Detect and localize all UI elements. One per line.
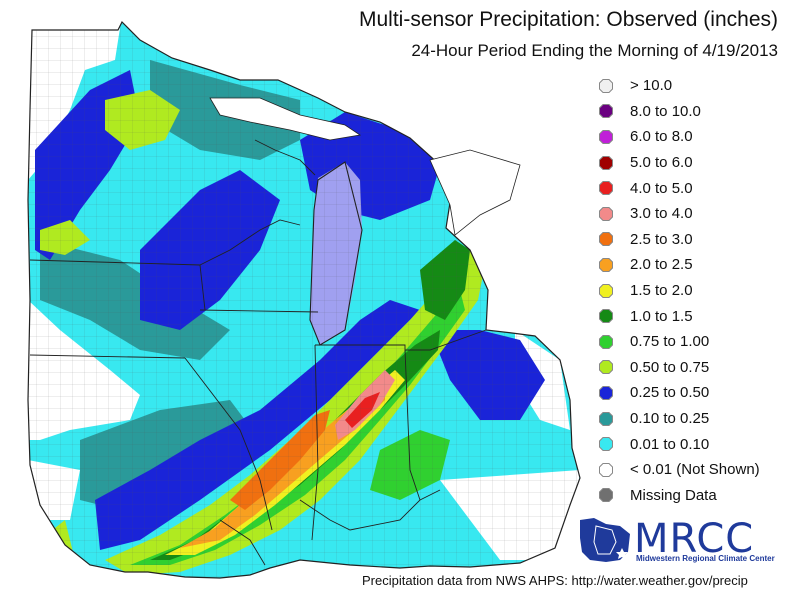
legend-label: 4.0 to 5.0 (630, 179, 693, 197)
legend-item: 1.5 to 2.0 (598, 278, 798, 304)
lake-huron-shoreline (429, 149, 521, 236)
legend-label: 1.0 to 1.5 (630, 307, 693, 325)
lake-superior-shoreline (209, 97, 362, 141)
legend-swatch (599, 309, 613, 324)
legend-item: Missing Data (598, 483, 798, 509)
legend-item: 6.0 to 8.0 (598, 124, 798, 150)
legend-swatch (599, 155, 613, 170)
legend-swatch (599, 78, 613, 93)
legend-swatch (599, 360, 613, 375)
legend-swatch (599, 462, 613, 477)
logo-tagline: Midwestern Regional Climate Center (636, 554, 775, 563)
legend-item: 4.0 to 5.0 (598, 175, 798, 201)
legend-label: 0.25 to 0.50 (630, 384, 710, 402)
legend-swatch (599, 257, 613, 272)
legend-label: 8.0 to 10.0 (630, 102, 701, 120)
legend-label: < 0.01 (Not Shown) (630, 461, 760, 479)
legend-item: 0.25 to 0.50 (598, 380, 798, 406)
legend-swatch (599, 181, 613, 196)
mrcc-logo: MRCC Midwestern Regional Climate Center (576, 514, 798, 566)
legend-swatch (599, 411, 613, 426)
legend-swatch (599, 283, 613, 298)
legend-swatch (599, 206, 613, 221)
legend-item: 2.5 to 3.0 (598, 227, 798, 253)
legend-label: 0.50 to 0.75 (630, 358, 710, 376)
legend-item: 0.75 to 1.00 (598, 329, 798, 355)
legend-swatch (599, 437, 613, 452)
legend-item: 3.0 to 4.0 (598, 201, 798, 227)
legend-item: 8.0 to 10.0 (598, 99, 798, 125)
legend-swatch (599, 488, 613, 503)
legend-swatch (599, 334, 613, 349)
map-subtitle: 24-Hour Period Ending the Morning of 4/1… (411, 41, 778, 60)
legend-label: 2.5 to 3.0 (630, 230, 693, 248)
legend-label: 5.0 to 6.0 (630, 154, 693, 172)
legend-item: 1.0 to 1.5 (598, 303, 798, 329)
midwest-states-icon (580, 518, 630, 562)
precipitation-legend: > 10.0 8.0 to 10.0 6.0 to 8.0 5.0 to 6.0 4.0… (598, 73, 798, 508)
legend-item: > 10.0 (598, 73, 798, 99)
legend-label: 6.0 to 8.0 (630, 128, 693, 146)
legend-swatch (599, 104, 613, 119)
legend-label: Missing Data (630, 486, 717, 504)
state-boundaries (27, 20, 581, 579)
legend-swatch (599, 385, 613, 400)
legend-item: 0.10 to 0.25 (598, 406, 798, 432)
legend-label: 1.5 to 2.0 (630, 282, 693, 300)
data-credit: Precipitation data from NWS AHPS: http:/… (362, 573, 748, 588)
legend-label: > 10.0 (630, 77, 673, 95)
legend-label: 0.75 to 1.00 (630, 333, 710, 351)
legend-item: 0.50 to 0.75 (598, 355, 798, 381)
legend-item: 0.01 to 0.10 (598, 431, 798, 457)
legend-label: 0.10 to 0.25 (630, 410, 710, 428)
legend-label: 3.0 to 4.0 (630, 205, 693, 223)
legend-swatch (599, 129, 613, 144)
legend-item: 2.0 to 2.5 (598, 252, 798, 278)
legend-swatch (599, 232, 613, 247)
legend-label: 2.0 to 2.5 (630, 256, 693, 274)
legend-item: < 0.01 (Not Shown) (598, 457, 798, 483)
legend-label: 0.01 to 0.10 (630, 435, 710, 453)
legend-item: 5.0 to 6.0 (598, 150, 798, 176)
logo-name: MRCC (634, 516, 755, 562)
map-title: Multi-sensor Precipitation: Observed (in… (359, 8, 778, 31)
